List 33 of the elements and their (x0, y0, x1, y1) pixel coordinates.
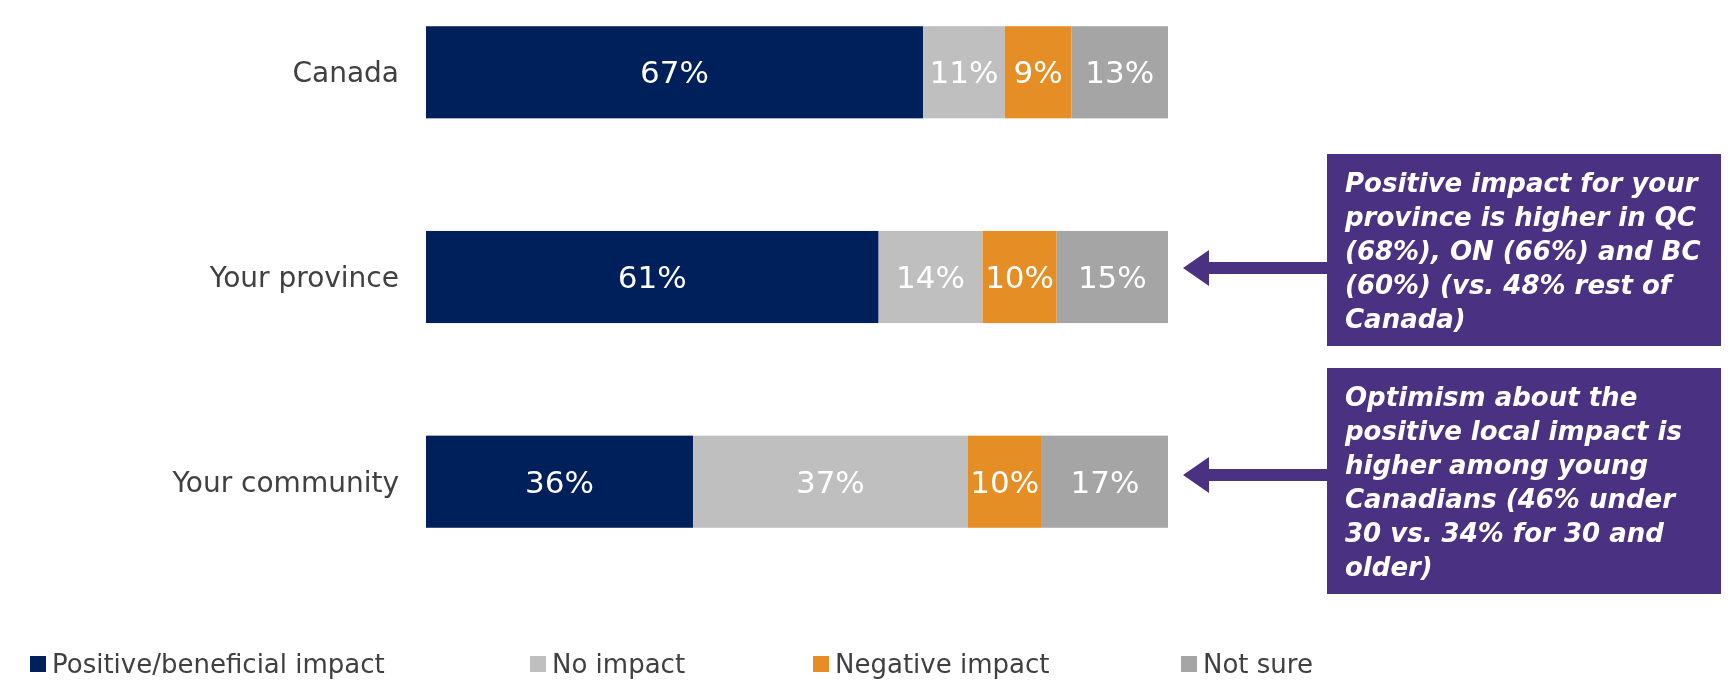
y-tick-label: Your province (208, 260, 399, 294)
data-label: 15% (1077, 258, 1147, 295)
legend-label: Not sure (1203, 649, 1313, 680)
data-label: 13% (1085, 54, 1155, 91)
legend-label: Negative impact (835, 649, 1050, 680)
bar (967, 435, 1042, 528)
bar (426, 230, 879, 324)
data-label: 61% (617, 258, 687, 295)
data-label: 10% (985, 258, 1055, 295)
bar (923, 26, 1005, 119)
legend-label: Positive/beneficial impact (52, 649, 385, 680)
bar (1041, 435, 1168, 528)
callout: Positive impact for your province is higher in QC (68%), ON (66%) and BC (60%) (vs. 48% rest of Canada) (1183, 154, 1721, 346)
data-label: 9% (1013, 54, 1063, 91)
legend-label: No impact (552, 649, 686, 680)
data-label: 17% (1070, 463, 1140, 500)
bar (693, 435, 968, 528)
data-label: 10% (970, 463, 1040, 500)
data-label: 37% (795, 463, 865, 500)
data-label: 14% (896, 258, 966, 295)
callout: Optimism about the positive local impact is higher among young Canadians (46% under 30 vs. 34% for 30 and older) (1183, 368, 1721, 594)
y-tick-label: Your community (171, 465, 399, 499)
bar (426, 435, 694, 528)
bar (1056, 230, 1168, 324)
data-label: 36% (525, 463, 595, 500)
bar (426, 26, 924, 119)
bar (982, 230, 1057, 324)
bar (1071, 26, 1168, 119)
y-tick-label: Canada (292, 56, 399, 90)
data-label: 11% (929, 54, 999, 91)
bar (878, 230, 983, 324)
data-label: 67% (640, 54, 710, 91)
bar (1004, 26, 1072, 119)
